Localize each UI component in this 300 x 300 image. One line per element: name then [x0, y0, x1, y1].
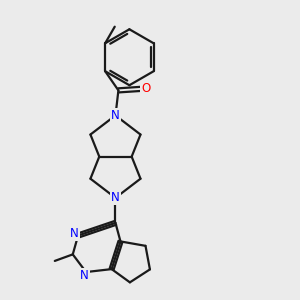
Text: O: O [141, 82, 150, 95]
Text: N: N [111, 191, 120, 204]
Text: N: N [80, 269, 89, 282]
Text: N: N [70, 227, 79, 240]
Text: N: N [111, 109, 120, 122]
